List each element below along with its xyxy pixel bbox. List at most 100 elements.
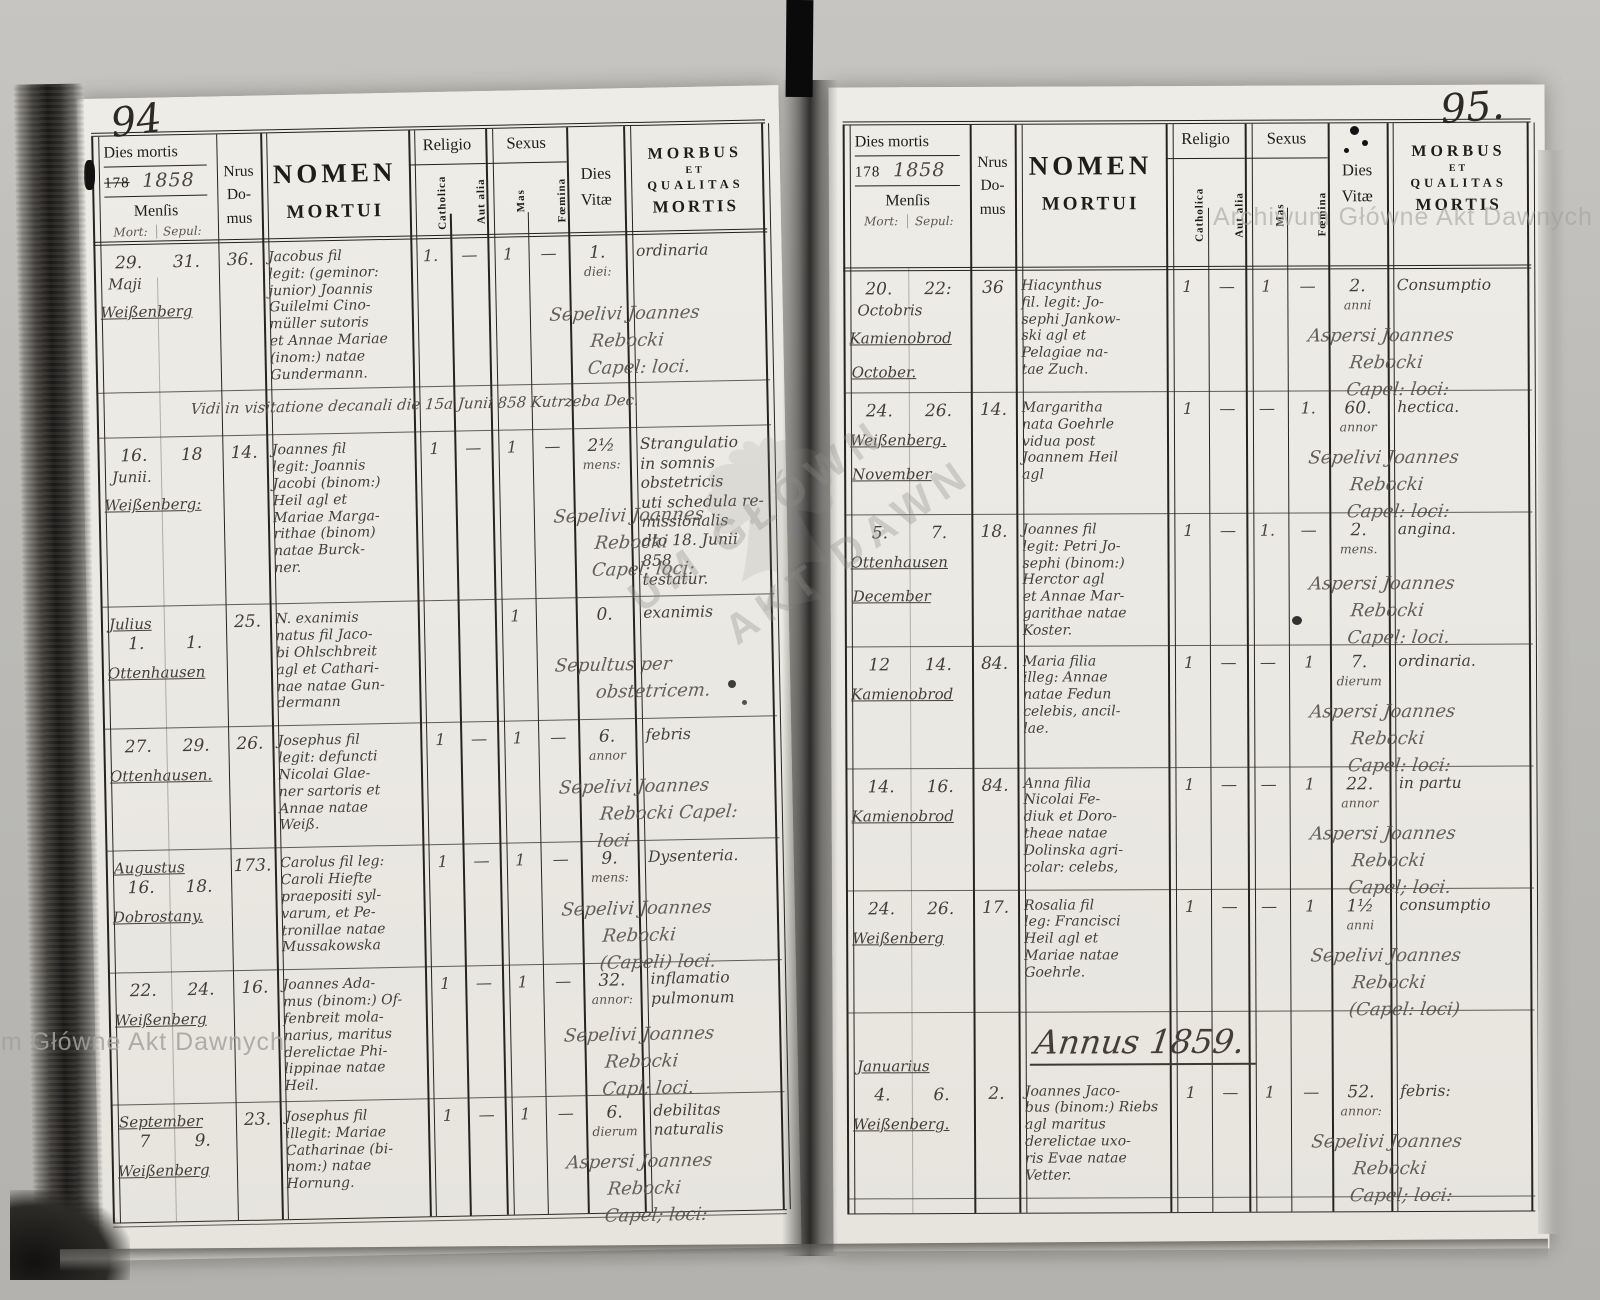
- printed-year: 178: [103, 175, 130, 192]
- deceased-name-entry: N. exanimis natus fil Jaco- bi Ohlschbre…: [275, 609, 385, 712]
- age-unit: mens:: [582, 456, 621, 473]
- place-name: Ottenhausen: [107, 663, 206, 684]
- age-unit: dierum: [592, 1123, 638, 1139]
- religio-label: Religio: [1181, 128, 1230, 149]
- ink-blot: [728, 680, 736, 688]
- page-95: 95. Dies mortis 178 1858 Menſis Mort: Se…: [828, 84, 1550, 1252]
- age-value: 0.: [596, 604, 613, 626]
- register-row: Augustus 16. 18. Dobrostany. 173. Carolu…: [105, 838, 782, 975]
- death-date-cell: 29. 31. Maji Weißenberg: [93, 248, 220, 389]
- death-day: 29.: [114, 252, 143, 274]
- burial-day: 22:: [924, 279, 952, 300]
- house-number: 14.: [230, 442, 258, 464]
- book-right-edge: [1538, 150, 1564, 1234]
- place-name: Kamienobrod: [851, 806, 954, 826]
- month-label: Januarius: [857, 1056, 930, 1076]
- handwritten-year: 1858: [893, 159, 946, 182]
- month-name: Maji: [107, 274, 143, 294]
- age-unit: mens:: [590, 869, 630, 886]
- place-name: Weißenberg:: [104, 495, 202, 516]
- month-name: Junii.: [111, 468, 152, 487]
- death-date-cell: 16. 18 Junii. Weißenberg:: [97, 442, 225, 603]
- ink-blot: [1344, 148, 1349, 153]
- house-number: 25.: [233, 611, 262, 633]
- place-name: Weißenberg.: [852, 1114, 950, 1134]
- binding-gutter: [782, 80, 838, 1256]
- deceased-name-entry: Jacobus fil legit: (geminor: junior) Joa…: [267, 247, 389, 383]
- house-number: 36: [982, 277, 1004, 298]
- nrus-domus-header: Nrus Do- mus: [970, 125, 1015, 267]
- nomen-mortui-header: NOMEN MORTUI: [260, 131, 410, 239]
- deceased-name-entry: Josephus fil legit: defuncti Nicolai Gla…: [277, 731, 381, 834]
- death-date-cell: Augustus 16. 18. Dobrostany.: [106, 855, 233, 969]
- deceased-name-entry: Joannes Ada- mus (binom:) Of- fenbreit m…: [282, 975, 403, 1095]
- year-line: 178 1858: [104, 169, 207, 193]
- ink-blot: [1350, 126, 1359, 135]
- deceased-name-entry: Joannes Jaco- bus (binom:) Riebs agl mar…: [1024, 1082, 1159, 1184]
- morbus-line: MORBUS: [647, 143, 743, 163]
- aut-alia-label: Aut alia: [474, 178, 488, 225]
- age-unit: annor:: [591, 991, 634, 1008]
- death-day: 12: [868, 654, 891, 675]
- nrus-line: Nrus: [223, 162, 254, 181]
- age-unit: mens.: [1339, 541, 1378, 557]
- death-and-burial-dates: 4. 6.: [853, 1085, 971, 1106]
- death-day: 16.: [120, 446, 148, 467]
- burial-day: 18: [180, 445, 203, 466]
- burial-day: 26.: [927, 898, 955, 919]
- mortui-label: MORTUI: [286, 200, 385, 223]
- burial-day: 9.: [194, 1130, 212, 1151]
- eagle-emblem-watermark: [682, 416, 867, 628]
- burial-note: Aspersi Joannes Rebocki Capel; loci:: [565, 1149, 714, 1227]
- age-unit: annor: [1341, 794, 1379, 810]
- death-day: 4.: [874, 1084, 891, 1105]
- rows-left: 29. 31. Maji Weißenberg 36. Jacobus fil …: [93, 232, 787, 1228]
- register-row: September 7 9. Weißenberg 23. Josephus f…: [110, 1092, 787, 1228]
- age-value: 2.: [1350, 520, 1367, 541]
- visitation-note: Vidi in visitatione decanali die 15a Jun…: [190, 391, 640, 419]
- mensis-subcolumns: Mort: Sepul:: [104, 224, 208, 240]
- burial-note: Sepelivi Joannes Rebocki Capel: loci.: [548, 301, 701, 379]
- nomen-label: NOMEN: [1028, 150, 1153, 181]
- place-name: Ottenhausen.: [109, 765, 213, 786]
- burial-day: 7.: [930, 523, 948, 544]
- register-table-right: Dies mortis 178 1858 Menſis Mort: Sepul:…: [842, 118, 1539, 1215]
- catholica-label: Catholica: [435, 175, 449, 230]
- house-number: 17.: [982, 897, 1010, 918]
- morbus-line: MORBUS: [1411, 142, 1506, 161]
- deceased-name-entry: Josephus fil illegit: Mariae Catharinae …: [285, 1107, 394, 1193]
- burial-day: 18.: [185, 876, 213, 898]
- religio-header: Religio Catholica Aut alia: [1166, 124, 1246, 267]
- death-and-burial-dates: 29. 31.: [100, 251, 216, 274]
- foemina-label: Fœmina: [555, 177, 569, 223]
- dies-vitae-header: Dies Vitæ: [1328, 123, 1387, 265]
- dies-label: Dies: [1341, 160, 1373, 180]
- table-header: Dies mortis 178 1858 Menſis Mort: Sepul:…: [842, 122, 1532, 272]
- death-and-burial-dates: 20. 22:: [849, 279, 967, 300]
- death-day: 1.: [127, 634, 145, 655]
- age-unit: dierum: [1336, 672, 1382, 688]
- archive-watermark: Archiwum Główne Akt Dawnych: [0, 1028, 285, 1056]
- sexus-header: Sexus Mas Fœmina: [1245, 123, 1329, 266]
- deceased-name-entry: Maria filia illeg: Annae natae Fedun cel…: [1022, 652, 1121, 737]
- death-and-burial-dates: 12 14.: [851, 655, 969, 676]
- age-value: 6.: [606, 1102, 623, 1123]
- place-name: Kamienobrod: [849, 329, 952, 348]
- burial-note: Aspersi Joannes Rebocki Capel: loci.: [1307, 573, 1456, 649]
- mensis-subcolumns: Mort: Sepul:: [855, 214, 960, 229]
- deceased-name-entry: Joannes fil legit: Petri Jo- sephi (bino…: [1022, 521, 1127, 639]
- place-name: Weißenberg: [114, 1010, 207, 1030]
- death-date-cell: 14. 16. Kamienobrod: [845, 774, 973, 887]
- vitae-label: Vitæ: [580, 189, 613, 210]
- morbus-line: QUALITAS: [1410, 175, 1507, 191]
- death-day: 7: [139, 1131, 151, 1153]
- dies-mortis-label: Dies mortis: [103, 143, 178, 162]
- house-number: 36.: [226, 249, 254, 271]
- mort-sublabel: Mort:: [104, 224, 158, 240]
- house-number: 26.: [236, 733, 264, 755]
- month-label: September: [118, 1111, 203, 1132]
- mas-label: Mas: [514, 189, 528, 213]
- age-value: 2.: [1349, 276, 1366, 297]
- nomen-label: NOMEN: [272, 156, 397, 190]
